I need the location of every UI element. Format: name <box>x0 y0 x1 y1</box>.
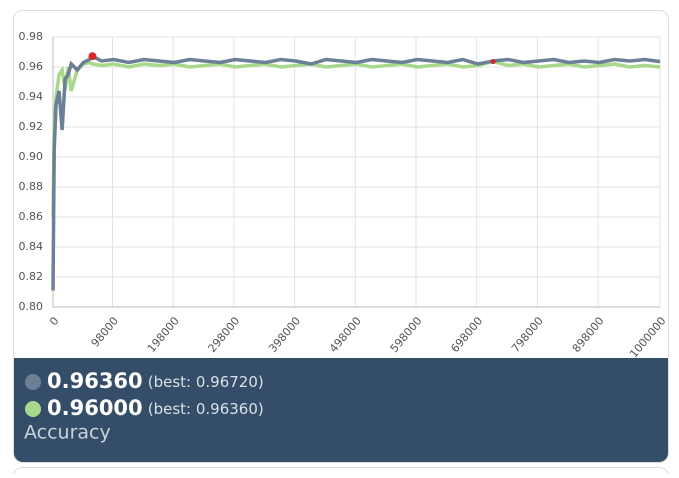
legend: 0.96360 (best: 0.96720) 0.96000 (best: 0.… <box>25 369 264 420</box>
y-tick-label: 0.86 <box>19 210 44 223</box>
legend-panel <box>14 358 668 462</box>
current-value: 0.96360 <box>47 369 143 393</box>
legend-entry: 0.96360 (best: 0.96720) <box>47 369 264 393</box>
card-border <box>13 10 669 463</box>
y-tick-label: 0.82 <box>19 270 44 283</box>
best-value: (best: 0.96720) <box>148 373 264 391</box>
next-card <box>13 467 669 478</box>
series-line <box>51 54 661 291</box>
best-marker <box>88 52 97 61</box>
y-tick-label: 0.92 <box>19 120 44 133</box>
y-tick-label: 0.96 <box>19 60 44 73</box>
metric-label: Accuracy <box>24 422 111 444</box>
best-marker <box>490 59 496 65</box>
y-tick-label: 0.90 <box>19 150 44 163</box>
legend-entry: 0.96000 (best: 0.96360) <box>47 396 264 420</box>
y-tick-label: 0.94 <box>19 90 44 103</box>
current-value: 0.96000 <box>47 396 143 420</box>
legend-swatch <box>25 374 41 390</box>
legend-swatch <box>25 401 41 417</box>
y-tick-label: 0.84 <box>19 240 44 253</box>
y-tick-label: 0.98 <box>19 30 44 43</box>
y-tick-label: 0.80 <box>19 300 44 313</box>
y-tick-label: 0.88 <box>19 180 44 193</box>
best-value: (best: 0.96360) <box>148 400 264 418</box>
